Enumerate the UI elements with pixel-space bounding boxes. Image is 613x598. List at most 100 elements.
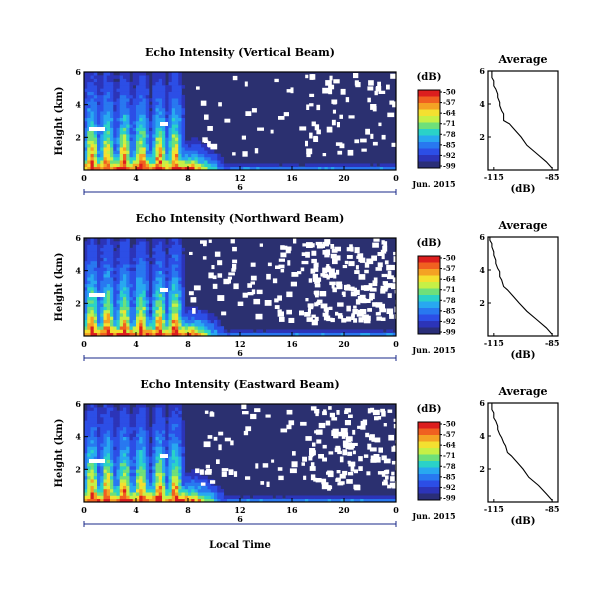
heatmap-cell — [132, 244, 137, 249]
heatmap-cell — [162, 417, 166, 421]
heatmap-cell — [178, 72, 182, 76]
missing-data-cell — [255, 463, 259, 469]
heatmap-cell — [158, 485, 163, 490]
heatmap-cell — [152, 101, 156, 105]
heatmap-cell — [139, 241, 143, 245]
heatmap-cell — [194, 153, 199, 158]
missing-data-cell — [374, 416, 379, 421]
heatmap-cell — [168, 130, 173, 135]
heatmap-cell — [145, 134, 150, 138]
heatmap-cell — [136, 404, 140, 408]
heatmap-cell — [145, 492, 150, 496]
heatmap-cell — [123, 462, 127, 467]
heatmap-cell — [142, 81, 147, 86]
heatmap-cell — [132, 449, 137, 454]
heatmap-cell — [353, 163, 358, 168]
heatmap-cell — [110, 313, 114, 317]
heatmap-cell — [136, 293, 140, 298]
heatmap-cell — [123, 150, 127, 154]
heatmap-cell — [171, 114, 176, 119]
missing-data-cell — [291, 461, 298, 468]
heatmap-cell — [123, 273, 127, 278]
heatmap-cell — [139, 332, 143, 337]
missing-data-cell — [259, 243, 263, 247]
heatmap-cell — [97, 134, 101, 138]
heatmap-cell — [110, 462, 114, 467]
heatmap-cell — [106, 130, 111, 135]
heatmap-cell — [175, 413, 179, 418]
heatmap-cell — [116, 111, 121, 115]
heatmap-cell — [168, 85, 173, 89]
heatmap-cell — [210, 316, 215, 320]
heatmap-cell — [116, 140, 121, 145]
heatmap-cell — [110, 91, 114, 96]
heatmap-cell — [142, 251, 147, 255]
heatmap-cell — [178, 98, 182, 102]
heatmap-cell — [162, 426, 166, 431]
missing-data-cell — [354, 247, 360, 254]
missing-data-cell — [387, 275, 394, 280]
heatmap-cell — [126, 303, 130, 307]
heatmap-cell — [110, 456, 114, 460]
heatmap-cell — [152, 290, 156, 294]
heatmap-cell — [145, 319, 150, 324]
heatmap-cell — [171, 433, 176, 437]
heatmap-cell — [126, 488, 130, 493]
heatmap-cell — [84, 156, 88, 161]
missing-data-cell — [369, 293, 375, 300]
heatmap-cell — [84, 283, 88, 288]
heatmap-cell — [201, 479, 205, 483]
heatmap-cell — [165, 443, 169, 447]
heatmap-cell — [136, 98, 140, 102]
date-label: Jun. 2015 — [411, 345, 455, 355]
heatmap-cell — [178, 316, 182, 320]
heatmap-cell — [90, 150, 95, 154]
heatmap-cell — [149, 329, 153, 334]
missing-data-cell — [306, 152, 311, 158]
heatmap-cell — [152, 410, 156, 415]
heatmap-cell — [103, 273, 108, 278]
heatmap-cell — [152, 111, 156, 115]
missing-data-cell — [357, 425, 363, 429]
heatmap-cell — [129, 107, 134, 112]
colorbar-tick-label: -50 — [443, 420, 456, 429]
missing-data-cell — [322, 267, 328, 274]
heatmap-cell — [165, 472, 169, 477]
heatmap-cell — [376, 329, 381, 334]
heatmap-cell — [155, 326, 160, 330]
missing-data-cell — [352, 309, 358, 315]
heatmap-cell — [139, 472, 143, 477]
heatmap-cell — [93, 453, 98, 457]
heatmap-cell — [132, 293, 137, 298]
heatmap-cell — [392, 163, 397, 168]
heatmap-cell — [175, 456, 179, 460]
heatmap-cell — [93, 241, 98, 245]
missing-data-cell — [374, 437, 381, 443]
heatmap-cell — [155, 417, 160, 421]
heatmap-cell — [97, 466, 101, 470]
colorbar-segment — [418, 256, 440, 263]
heatmap-cell — [136, 306, 140, 311]
missing-data-cell — [391, 460, 398, 465]
missing-data-cell — [347, 149, 354, 156]
heatmap-cell — [178, 475, 182, 480]
heatmap-cell — [149, 475, 153, 480]
heatmap-cell — [132, 163, 137, 168]
missing-data-cell — [289, 468, 297, 474]
heatmap-cell — [149, 300, 153, 304]
colorbar-unit: (dB) — [417, 404, 442, 415]
heatmap-cell — [204, 492, 208, 496]
heatmap-cell — [116, 469, 121, 473]
heatmap-cell — [93, 88, 98, 92]
heatmap-cell — [142, 283, 147, 288]
heatmap-cell — [129, 439, 134, 444]
heatmap-cell — [210, 313, 215, 317]
heatmap-cell — [90, 290, 95, 294]
heatmap-cell — [162, 270, 166, 275]
heatmap-cell — [97, 436, 101, 441]
heatmap-cell — [142, 260, 147, 265]
heatmap-cell — [90, 306, 95, 311]
missing-data-cell — [354, 80, 359, 86]
heatmap-cell — [240, 163, 244, 168]
heatmap-cell — [106, 114, 111, 119]
